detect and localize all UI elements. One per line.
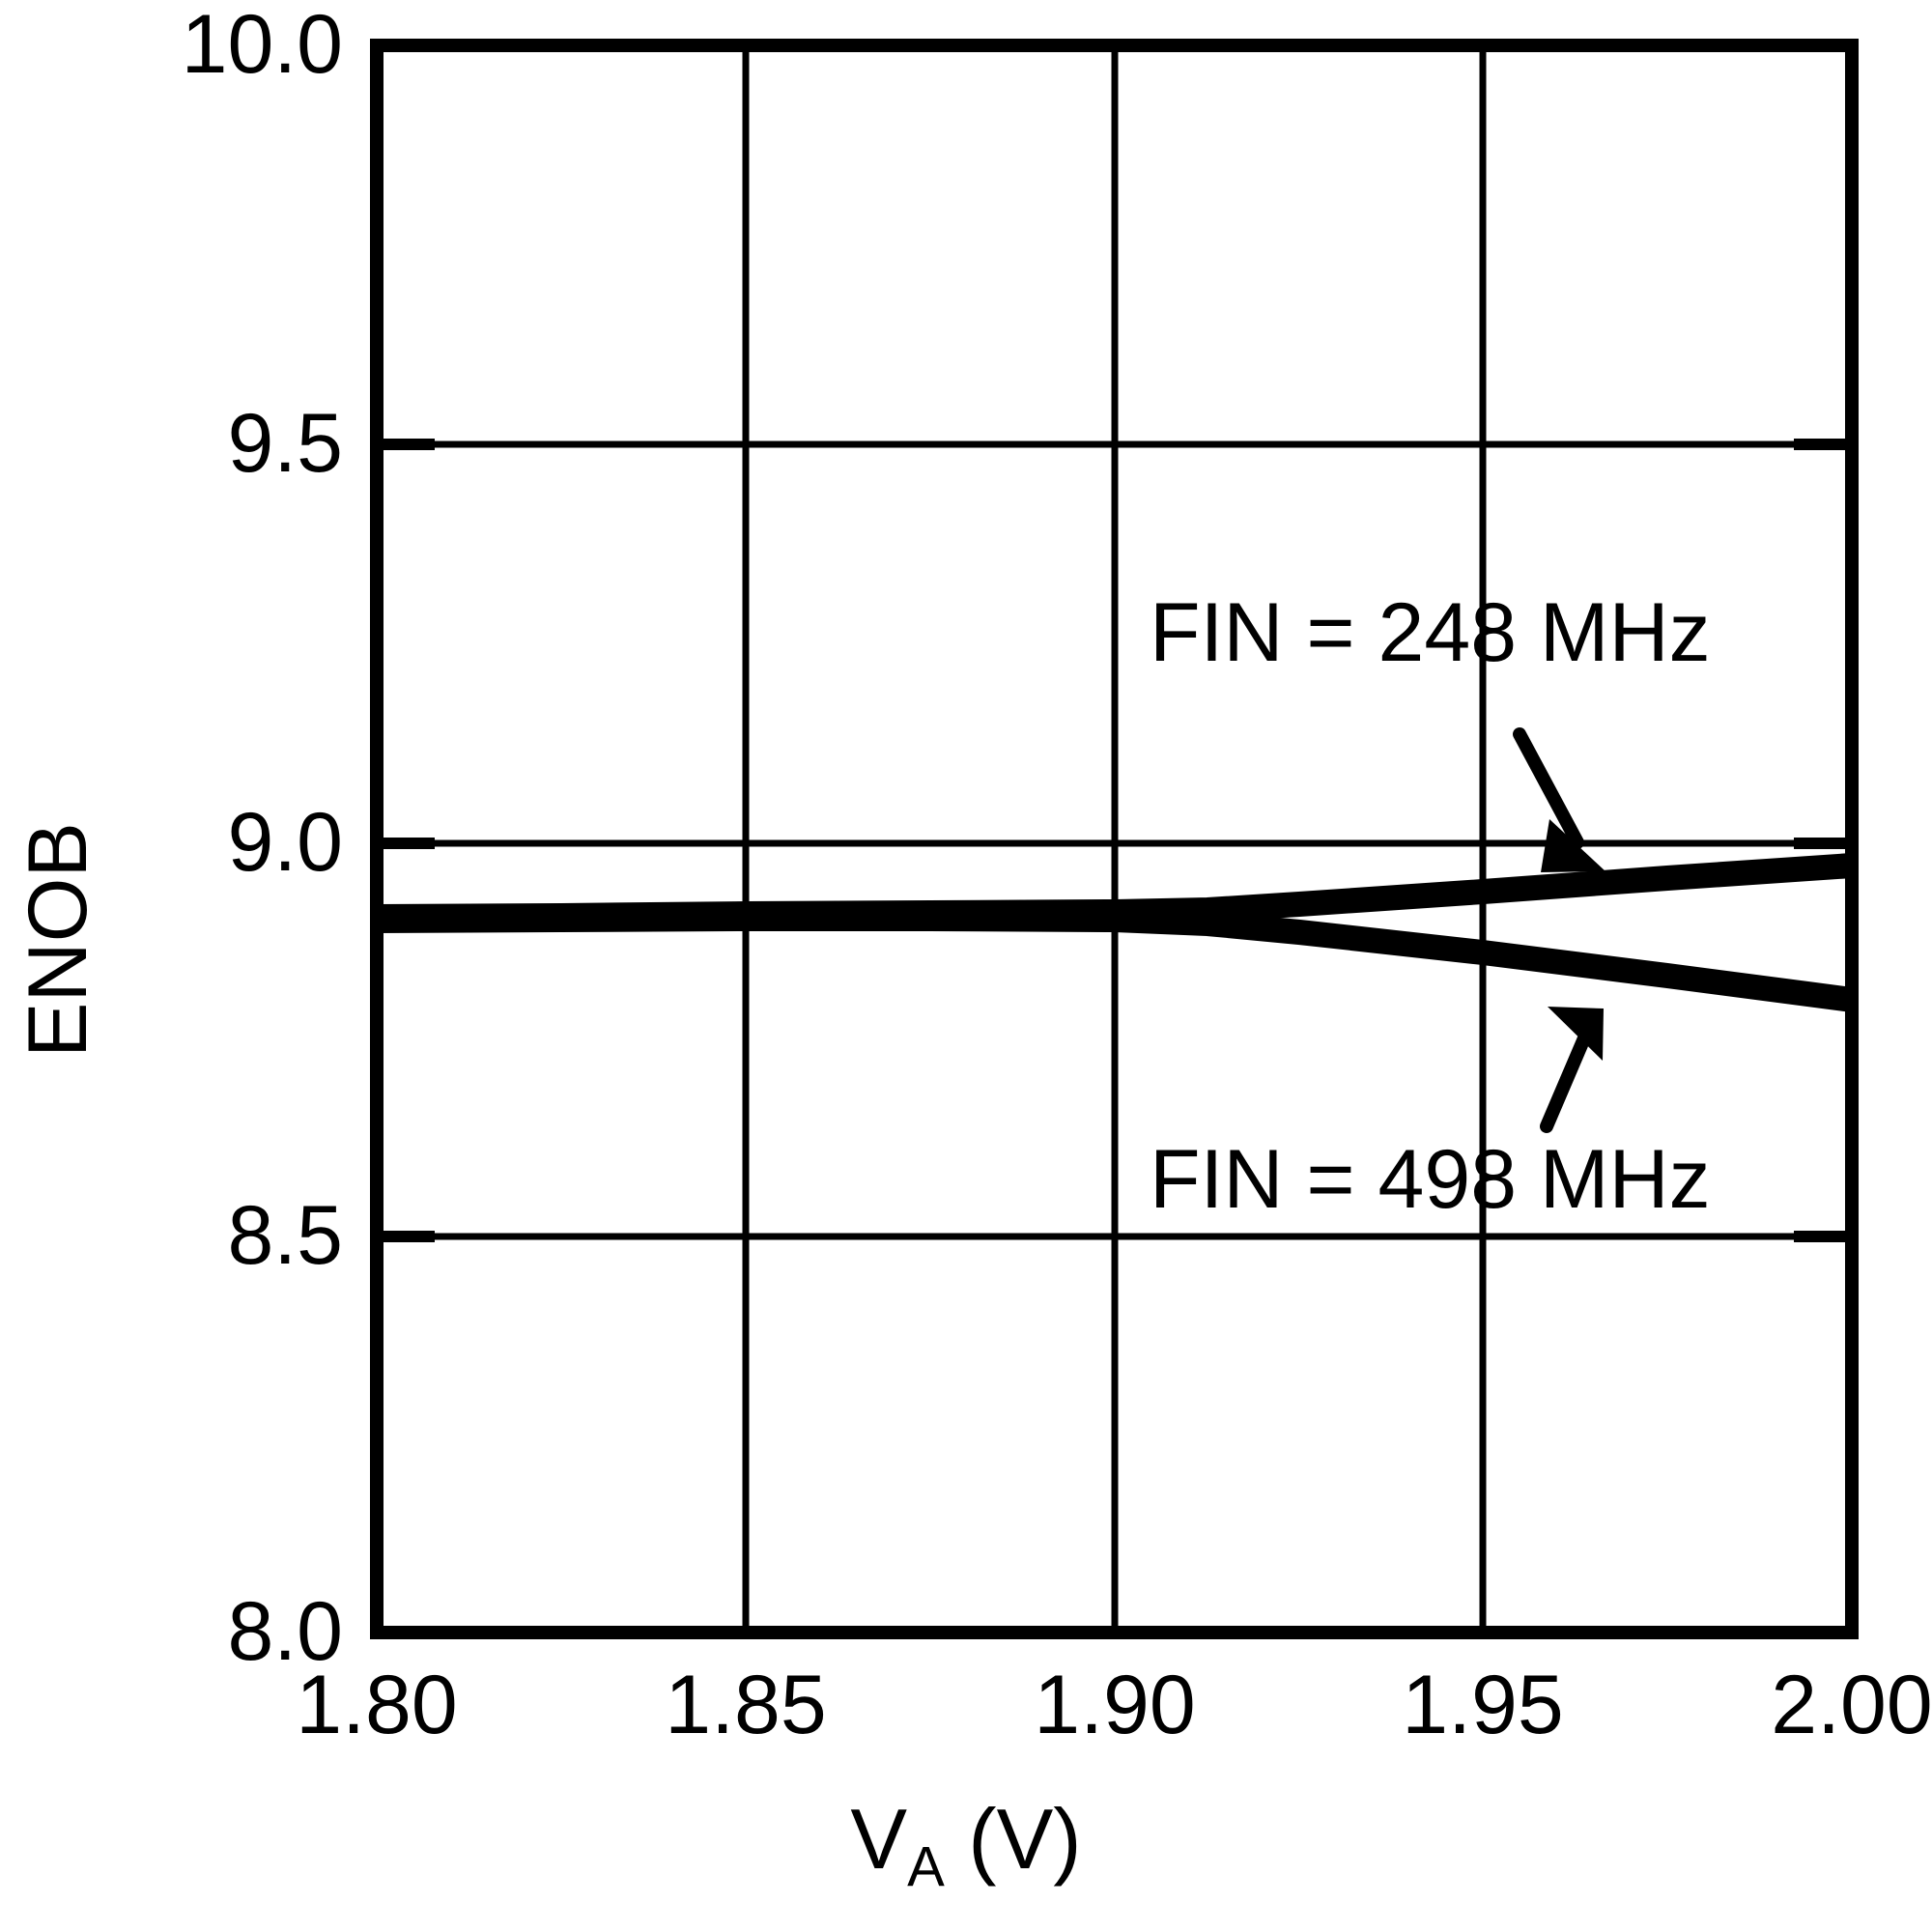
- y-axis-ticks-right: [1794, 439, 1852, 1242]
- gridlines-vertical: [742, 45, 1487, 1633]
- annotation-label-fin-248: FIN = 248 MHz: [1150, 586, 1711, 679]
- y-axis-title: ENOB: [12, 822, 104, 1058]
- gridlines-horizontal: [377, 440, 1852, 1240]
- annotation-arrow-fin-498: [1540, 1007, 1604, 1133]
- y-axis-ticks: [377, 439, 435, 1242]
- series-line-fin-498: [376, 906, 1854, 1012]
- annotation-arrow-fin-248: [1513, 727, 1605, 872]
- y-tick-label-9-0: 9.0: [227, 796, 343, 889]
- x-tick-label-1-80: 1.80: [296, 1659, 458, 1751]
- x-tick-label-2-00: 2.00: [1771, 1659, 1932, 1751]
- x-axis-title-unit: (V): [944, 1791, 1082, 1887]
- y-tick-label-9-5: 9.5: [227, 397, 343, 490]
- x-axis-title-main: V: [850, 1791, 908, 1887]
- y-axis-title-wrapper: ENOB: [0, 744, 116, 1130]
- y-tick-label-8-0: 8.0: [227, 1585, 343, 1678]
- y-tick-label-10-0: 10.0: [181, 0, 343, 91]
- annotation-label-fin-498: FIN = 498 MHz: [1150, 1133, 1711, 1226]
- x-tick-label-1-85: 1.85: [665, 1659, 827, 1751]
- x-tick-label-1-90: 1.90: [1034, 1659, 1196, 1751]
- y-tick-label-8-5: 8.5: [227, 1189, 343, 1282]
- x-axis-title: VA (V): [0, 1797, 1932, 1896]
- x-tick-label-1-95: 1.95: [1402, 1659, 1564, 1751]
- x-axis-title-subscript: A: [907, 1835, 945, 1899]
